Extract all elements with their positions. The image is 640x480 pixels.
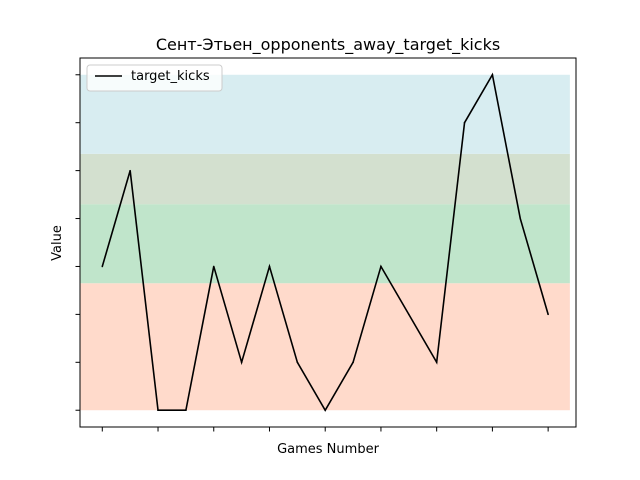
series-lines [101, 72, 549, 412]
data-point-5 [212, 265, 215, 268]
data-point-14 [463, 121, 466, 124]
background-bands [80, 74, 570, 411]
y-axis-label: Value [50, 225, 65, 261]
data-point-7 [268, 265, 271, 268]
background-band-3 [80, 153, 570, 205]
data-point-4 [185, 409, 187, 412]
data-point-1 [101, 265, 104, 268]
data-point-3 [157, 409, 159, 412]
y-axis-ticks [75, 74, 80, 411]
data-point-13 [435, 361, 438, 364]
chart-title: Сент-Этьен_opponents_away_target_kicks [156, 35, 500, 55]
legend: target_kicks [86, 64, 223, 92]
data-point-6 [240, 361, 243, 364]
data-point-11 [380, 265, 382, 268]
data-point-9 [324, 409, 327, 412]
data-point-2 [129, 169, 131, 172]
x-axis-label: Games Number [277, 442, 379, 457]
background-band-2 [80, 204, 570, 284]
data-point-10 [352, 361, 354, 364]
legend-entry-target-kicks: target_kicks [131, 69, 210, 84]
axes-frame [79, 57, 577, 428]
legend-box [86, 64, 223, 92]
data-point-15 [491, 73, 494, 76]
data-point-17 [547, 313, 549, 316]
data-point-12 [408, 313, 410, 316]
data-point-8 [296, 361, 299, 364]
background-band-1 [80, 283, 570, 411]
x-axis-ticks [101, 427, 549, 432]
data-point-16 [519, 217, 522, 220]
